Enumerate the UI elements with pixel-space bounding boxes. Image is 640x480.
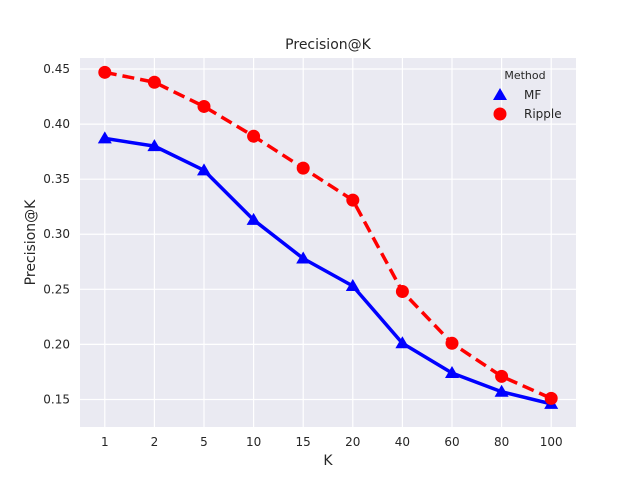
data-point-ripple [445,336,459,350]
data-point-ripple [147,75,161,89]
plot-area [80,58,576,427]
y-tick-label: 0.30 [43,227,70,241]
data-point-mf [147,139,162,152]
data-point-ripple [395,285,409,299]
data-point-ripple [247,129,261,143]
x-tick-label: 40 [395,435,410,449]
data-point-ripple [197,99,211,113]
data-point-mf [296,251,311,264]
legend: Method MF Ripple [493,69,562,121]
series-layer [97,65,559,409]
x-axis-label: K [323,453,333,469]
x-tick-label: 60 [444,435,459,449]
series-line-mf [104,136,552,406]
y-tick-label: 0.20 [43,337,70,351]
x-tick-label: 5 [200,435,208,449]
data-point-mf [494,384,509,397]
x-tick-label: 1 [101,435,109,449]
x-tick-label: 15 [296,435,311,449]
y-tick-label: 0.40 [43,117,70,131]
data-point-ripple [296,161,310,175]
y-tick-label: 0.15 [43,392,70,406]
x-tick-labels: 1 2 5 10 15 20 40 60 80 100 [101,435,563,449]
y-tick-label: 0.25 [43,282,70,296]
y-tick-label: 0.45 [43,62,70,76]
series-ripple [98,65,558,405]
data-point-mf [395,336,410,349]
x-tick-label: 20 [345,435,360,449]
legend-marker-ripple [493,107,507,121]
y-tick-label: 0.35 [43,172,70,186]
x-tick-label: 10 [246,435,261,449]
x-tick-label: 100 [540,435,563,449]
data-point-ripple [346,193,360,207]
series-line-ripple [104,70,552,400]
grid-lines [80,58,576,427]
data-point-mf [246,212,261,225]
data-point-mf [97,131,112,144]
data-point-mf [345,279,360,292]
data-point-mf [197,163,211,176]
data-point-ripple [495,369,509,383]
legend-label-mf: MF [524,88,541,102]
legend-marker-mf [493,88,507,100]
legend-title: Method [504,69,545,82]
x-tick-label: 80 [494,435,509,449]
y-tick-labels: 0.15 0.20 0.25 0.30 0.35 0.40 0.45 [43,62,70,406]
chart-title: Precision@K [285,37,371,53]
legend-label-ripple: Ripple [524,107,562,121]
data-point-ripple [544,391,558,405]
x-tick-label: 2 [151,435,159,449]
y-axis-label: Precision@K [23,199,39,285]
data-point-mf [445,366,459,379]
data-point-ripple [98,65,112,79]
